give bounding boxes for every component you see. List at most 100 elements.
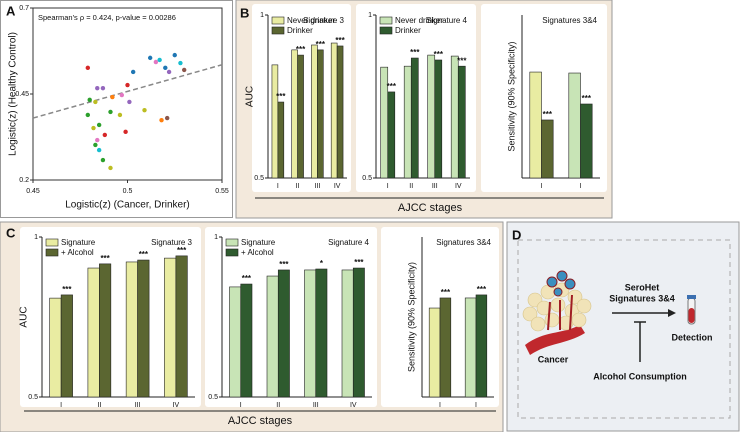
bar — [330, 42, 338, 179]
tube-cap — [687, 295, 696, 299]
chart-title: Signatures 3&4 — [542, 16, 597, 25]
point — [87, 97, 92, 103]
x-tick-label: I — [277, 183, 279, 190]
tube-blood — [688, 308, 695, 323]
y-axis-label: Sensitivity (90% Specificity) — [406, 262, 416, 372]
bar — [125, 261, 138, 398]
diagram-frame — [517, 239, 731, 419]
bar — [450, 55, 459, 179]
bar — [352, 267, 365, 398]
significance-label: *** — [354, 258, 364, 267]
bar — [229, 286, 242, 398]
tumor — [546, 270, 576, 297]
significance-label: *** — [177, 246, 187, 255]
y-axis-label: AUC — [245, 86, 256, 107]
point — [153, 59, 159, 65]
chart-title: Signature 4 — [426, 16, 467, 25]
significance-label: *** — [434, 50, 444, 59]
legend-swatch — [45, 238, 59, 247]
legend-swatch — [379, 26, 393, 35]
chart-title: Signature 3 — [151, 238, 192, 247]
significance-label: *** — [242, 274, 252, 283]
bar — [403, 65, 412, 179]
bar — [336, 45, 344, 179]
x-tick-label: 0.5 — [123, 188, 133, 195]
x-tick-label: I — [387, 183, 389, 190]
bar — [434, 59, 443, 179]
point — [96, 147, 102, 153]
x-tick-label: III — [135, 402, 141, 409]
y-axis-label: Sensitivity (90% Specificity) — [506, 41, 516, 151]
bar — [297, 54, 304, 179]
point — [117, 112, 123, 118]
panel-label: A — [6, 3, 16, 18]
point — [100, 157, 106, 163]
bar — [387, 91, 396, 179]
bar — [457, 65, 466, 179]
source-label: Cancer — [538, 354, 569, 364]
significance-label: *** — [296, 45, 306, 54]
y-tick-label: 0.2 — [19, 177, 29, 184]
bar — [475, 294, 488, 398]
chart-title: Spearman's ρ = 0.424, p-value = 0.00286 — [38, 13, 176, 22]
x-tick-label: 0.45 — [26, 188, 40, 195]
point — [95, 85, 100, 91]
significance-label: *** — [441, 288, 451, 297]
legend-label: Drinker — [287, 26, 313, 35]
vessel — [525, 325, 585, 355]
significance-label: *** — [139, 250, 149, 259]
y-tick-label: 0.5 — [254, 175, 264, 182]
significance-label: *** — [457, 56, 467, 65]
x-tick-label: II — [97, 402, 101, 409]
point — [127, 99, 132, 105]
bar — [277, 269, 290, 398]
x-tick-label: I — [439, 402, 441, 409]
bar — [568, 72, 581, 179]
x-tick-label: I — [580, 183, 582, 190]
x-tick-label: 0.55 — [215, 188, 229, 195]
y-tick-label: 0.5 — [362, 175, 372, 182]
significance-label: *** — [279, 260, 289, 269]
bar — [240, 283, 253, 398]
chart-title: Signatures 3&4 — [436, 238, 491, 247]
panel-label: D — [512, 227, 521, 242]
chart-title: Signature 4 — [328, 238, 369, 247]
y-tick-label: 0.5 — [208, 394, 218, 401]
diagram: Cancer SeroHet Signatures 3&4 Alcohol Co… — [522, 270, 713, 381]
panel-label: C — [6, 225, 16, 240]
point — [172, 52, 177, 58]
legend-swatch — [271, 26, 285, 35]
legend-label: Signature — [241, 238, 276, 247]
legend-label: + Alcohol — [61, 248, 94, 257]
x-axis-label: Logistic(z) (Cancer, Drinker) — [65, 200, 189, 211]
significance-label: *** — [387, 82, 397, 91]
significance-label: *** — [316, 40, 326, 49]
x-tick-label: II — [296, 183, 300, 190]
y-axis-label: AUC — [19, 306, 30, 327]
bar — [410, 57, 419, 179]
trendline — [32, 64, 223, 119]
shared-x-label: AJCC stages — [398, 202, 463, 214]
x-tick-label: I — [541, 183, 543, 190]
bar — [317, 49, 324, 179]
point — [157, 57, 162, 63]
x-tick-label: III — [432, 183, 438, 190]
point — [91, 125, 96, 131]
x-tick-label: I — [475, 402, 477, 409]
point — [85, 65, 91, 71]
panel-a-bg — [0, 0, 233, 218]
point — [130, 69, 136, 75]
x-tick-label: IV — [350, 402, 357, 409]
y-tick-label: 0.5 — [28, 394, 38, 401]
x-tick-label: IV — [455, 183, 462, 190]
bar — [49, 297, 62, 398]
bar — [137, 259, 150, 398]
y-tick-label: 0.45 — [15, 91, 29, 98]
x-tick-label: IV — [334, 183, 341, 190]
point — [100, 85, 106, 91]
significance-label: *** — [100, 254, 110, 263]
x-tick-label: IV — [173, 402, 180, 409]
bar — [427, 54, 436, 179]
point — [95, 137, 100, 143]
significance-label: * — [320, 259, 324, 268]
